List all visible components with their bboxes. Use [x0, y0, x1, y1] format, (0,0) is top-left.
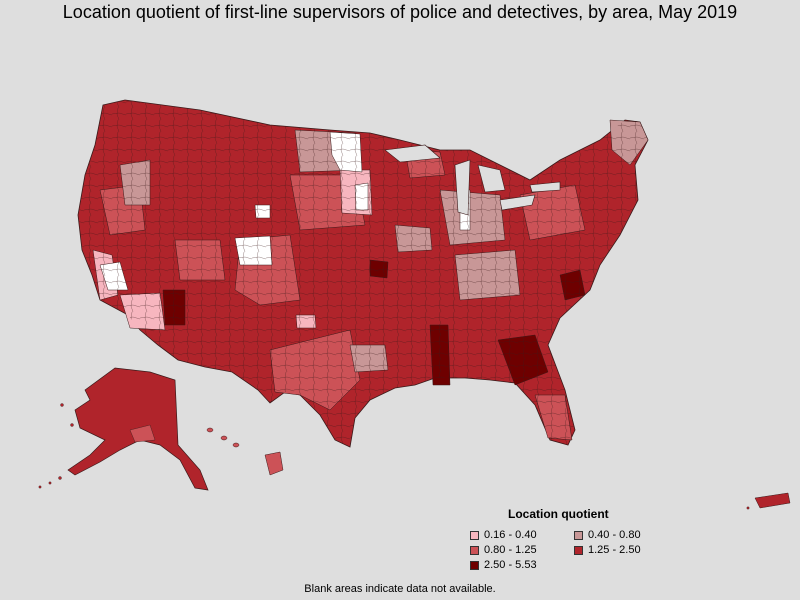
hawaii [206, 427, 284, 476]
legend-title: Location quotient [508, 507, 609, 521]
legend-swatch [470, 560, 479, 570]
legend-label: 0.16 - 0.40 [484, 529, 537, 541]
legend-item: 0.16 - 0.40 [470, 529, 574, 541]
puerto-rico-island [746, 506, 750, 510]
legend-swatch [574, 530, 583, 540]
puerto-rico [754, 492, 791, 509]
great-lakes [384, 144, 561, 216]
legend-label: 0.40 - 0.80 [588, 529, 641, 541]
legend-items: 0.16 - 0.40 0.40 - 0.80 0.80 - 1.25 1.25… [470, 529, 670, 571]
area-boundaries [78, 100, 648, 447]
aleutian-islands [38, 403, 74, 489]
legend-swatch [470, 545, 479, 555]
legend-item: 0.80 - 1.25 [470, 544, 574, 556]
legend-label: 0.80 - 1.25 [484, 544, 537, 556]
legend-item: 2.50 - 5.53 [470, 559, 574, 571]
legend-item: 1.25 - 2.50 [574, 544, 670, 556]
alaska-subregion [129, 424, 156, 443]
legend-item: 0.40 - 0.80 [574, 529, 670, 541]
legend-swatch [470, 530, 479, 540]
map-title: Location quotient of first-line supervis… [62, 2, 738, 22]
legend: Location quotient 0.16 - 0.40 0.40 - 0.8… [470, 507, 670, 571]
legend-swatch [574, 545, 583, 555]
legend-label: 2.50 - 5.53 [484, 559, 537, 571]
footnote: Blank areas indicate data not available. [304, 583, 496, 595]
legend-label: 1.25 - 2.50 [588, 544, 641, 556]
